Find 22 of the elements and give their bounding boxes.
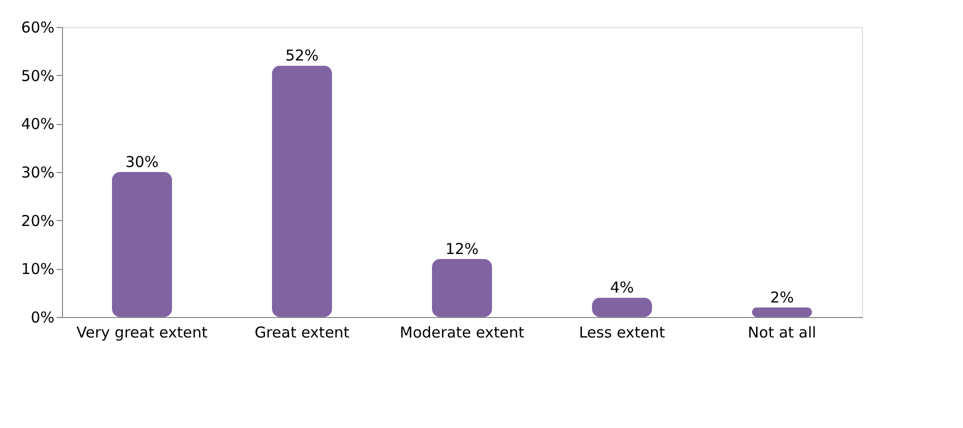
y-tick-label: 30% xyxy=(21,164,54,182)
x-tick-label: Great extent xyxy=(254,324,350,342)
bar xyxy=(432,259,492,317)
bar xyxy=(272,66,332,317)
y-tick-label: 20% xyxy=(21,212,54,230)
data-label: 52% xyxy=(285,46,319,65)
y-tick-label: 60% xyxy=(21,18,54,36)
x-tick-label: Not at all xyxy=(748,324,816,342)
bar xyxy=(112,172,172,317)
x-tick-label: Less extent xyxy=(578,324,666,342)
bar xyxy=(752,307,812,317)
y-tick-label: 50% xyxy=(21,66,54,85)
y-tick-label: 0% xyxy=(30,308,54,326)
data-label: 2% xyxy=(770,288,794,306)
y-tick-label: 10% xyxy=(21,260,54,278)
data-label: 30% xyxy=(125,153,159,171)
data-label: 4% xyxy=(610,278,634,297)
bar xyxy=(592,298,652,317)
x-tick-label: Very great extent xyxy=(76,324,208,342)
x-tick-label: Moderate extent xyxy=(400,324,524,342)
y-tick-label: 40% xyxy=(21,115,54,134)
data-label: 12% xyxy=(445,240,479,258)
